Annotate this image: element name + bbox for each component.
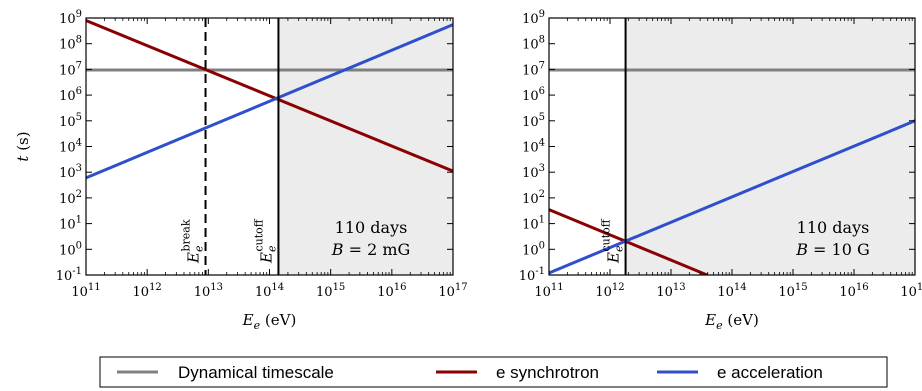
x-tick-label: 1013 xyxy=(194,282,223,300)
left-panel: 1011 1012 1013 1014 1015 1016 1017 10-1 100 101 10… xyxy=(14,9,468,332)
x-tick-label: 1012 xyxy=(133,282,162,300)
shaded-region xyxy=(625,18,915,275)
y-tick-label: 105 xyxy=(59,112,82,130)
y-tick-label: 104 xyxy=(522,138,545,156)
x-tick-label: 1017 xyxy=(438,282,467,300)
x-axis-label: Ee (eV) xyxy=(242,311,297,332)
y-tick-label: 108 xyxy=(522,35,545,53)
y-tick-label: 106 xyxy=(59,86,82,104)
y-tick-label: 107 xyxy=(59,60,82,78)
ticks xyxy=(85,17,454,276)
x-tick-label: 1014 xyxy=(255,282,284,300)
series-e-acceleration xyxy=(549,119,915,275)
series-e-synchrotron xyxy=(86,19,453,173)
legend-label-acceleration: e acceleration xyxy=(717,363,823,382)
y-tick-label: 107 xyxy=(522,60,545,78)
right-panel: 1011 1012 1013 1014 1015 1016 1017 10-1 100 101 10… xyxy=(519,9,922,332)
y-tick-label: 104 xyxy=(59,138,82,156)
y-tick-label: 100 xyxy=(522,240,545,258)
annotation-duration: 110 days xyxy=(797,218,870,237)
x-tick-label: 1015 xyxy=(316,282,345,300)
x-tick-label: 1014 xyxy=(717,282,746,300)
legend-frame xyxy=(99,356,888,388)
series-e-synchrotron xyxy=(549,208,708,275)
vline-label-break: Eebreak xyxy=(180,219,206,264)
legend-item-acceleration: e acceleration xyxy=(657,363,823,382)
y-tick-label: 101 xyxy=(59,215,82,233)
x-tick-label: 1011 xyxy=(534,282,563,300)
legend-label-synchrotron: e synchrotron xyxy=(496,363,599,382)
annotation-duration: 110 days xyxy=(335,218,408,237)
legend: Dynamical timescale e synchrotron e acce… xyxy=(99,356,888,388)
y-tick-label: 109 xyxy=(59,9,82,27)
series-e-acceleration xyxy=(86,23,453,180)
y-tick-label: 106 xyxy=(522,86,545,104)
y-tick-label: 108 xyxy=(59,35,82,53)
annotation-field: B = 10 G xyxy=(795,240,870,259)
y-axis-label: t (s) xyxy=(14,131,32,161)
y-tick-label: 10-1 xyxy=(519,266,545,284)
legend-label-dynamical: Dynamical timescale xyxy=(178,363,334,382)
y-tick-label: 103 xyxy=(59,163,82,181)
x-tick-label: 1013 xyxy=(656,282,685,300)
y-tick-label: 103 xyxy=(522,163,545,181)
legend-item-dynamical: Dynamical timescale xyxy=(117,363,334,382)
y-tick-label: 100 xyxy=(59,240,82,258)
vline-label-cutoff: Eecutoff xyxy=(600,218,626,264)
x-tick-label: 1012 xyxy=(595,282,624,300)
y-tick-label: 10-1 xyxy=(56,266,82,284)
x-tick-label: 1016 xyxy=(839,282,868,300)
vline-label-cutoff: Eecutoff xyxy=(252,218,278,264)
y-tick-label: 105 xyxy=(522,112,545,130)
legend-item-synchrotron: e synchrotron xyxy=(436,363,599,382)
y-tick-label: 102 xyxy=(522,189,545,207)
x-tick-label: 1015 xyxy=(778,282,807,300)
y-tick-label: 102 xyxy=(59,189,82,207)
ticks xyxy=(548,17,916,276)
x-axis-label: Ee (eV) xyxy=(704,311,759,332)
y-tick-label: 101 xyxy=(522,215,545,233)
annotation-field: B = 2 mG xyxy=(331,240,411,259)
x-tick-label: 1017 xyxy=(900,282,922,300)
x-tick-label: 1011 xyxy=(71,282,100,300)
y-tick-label: 109 xyxy=(522,9,545,27)
x-tick-label: 1016 xyxy=(377,282,406,300)
